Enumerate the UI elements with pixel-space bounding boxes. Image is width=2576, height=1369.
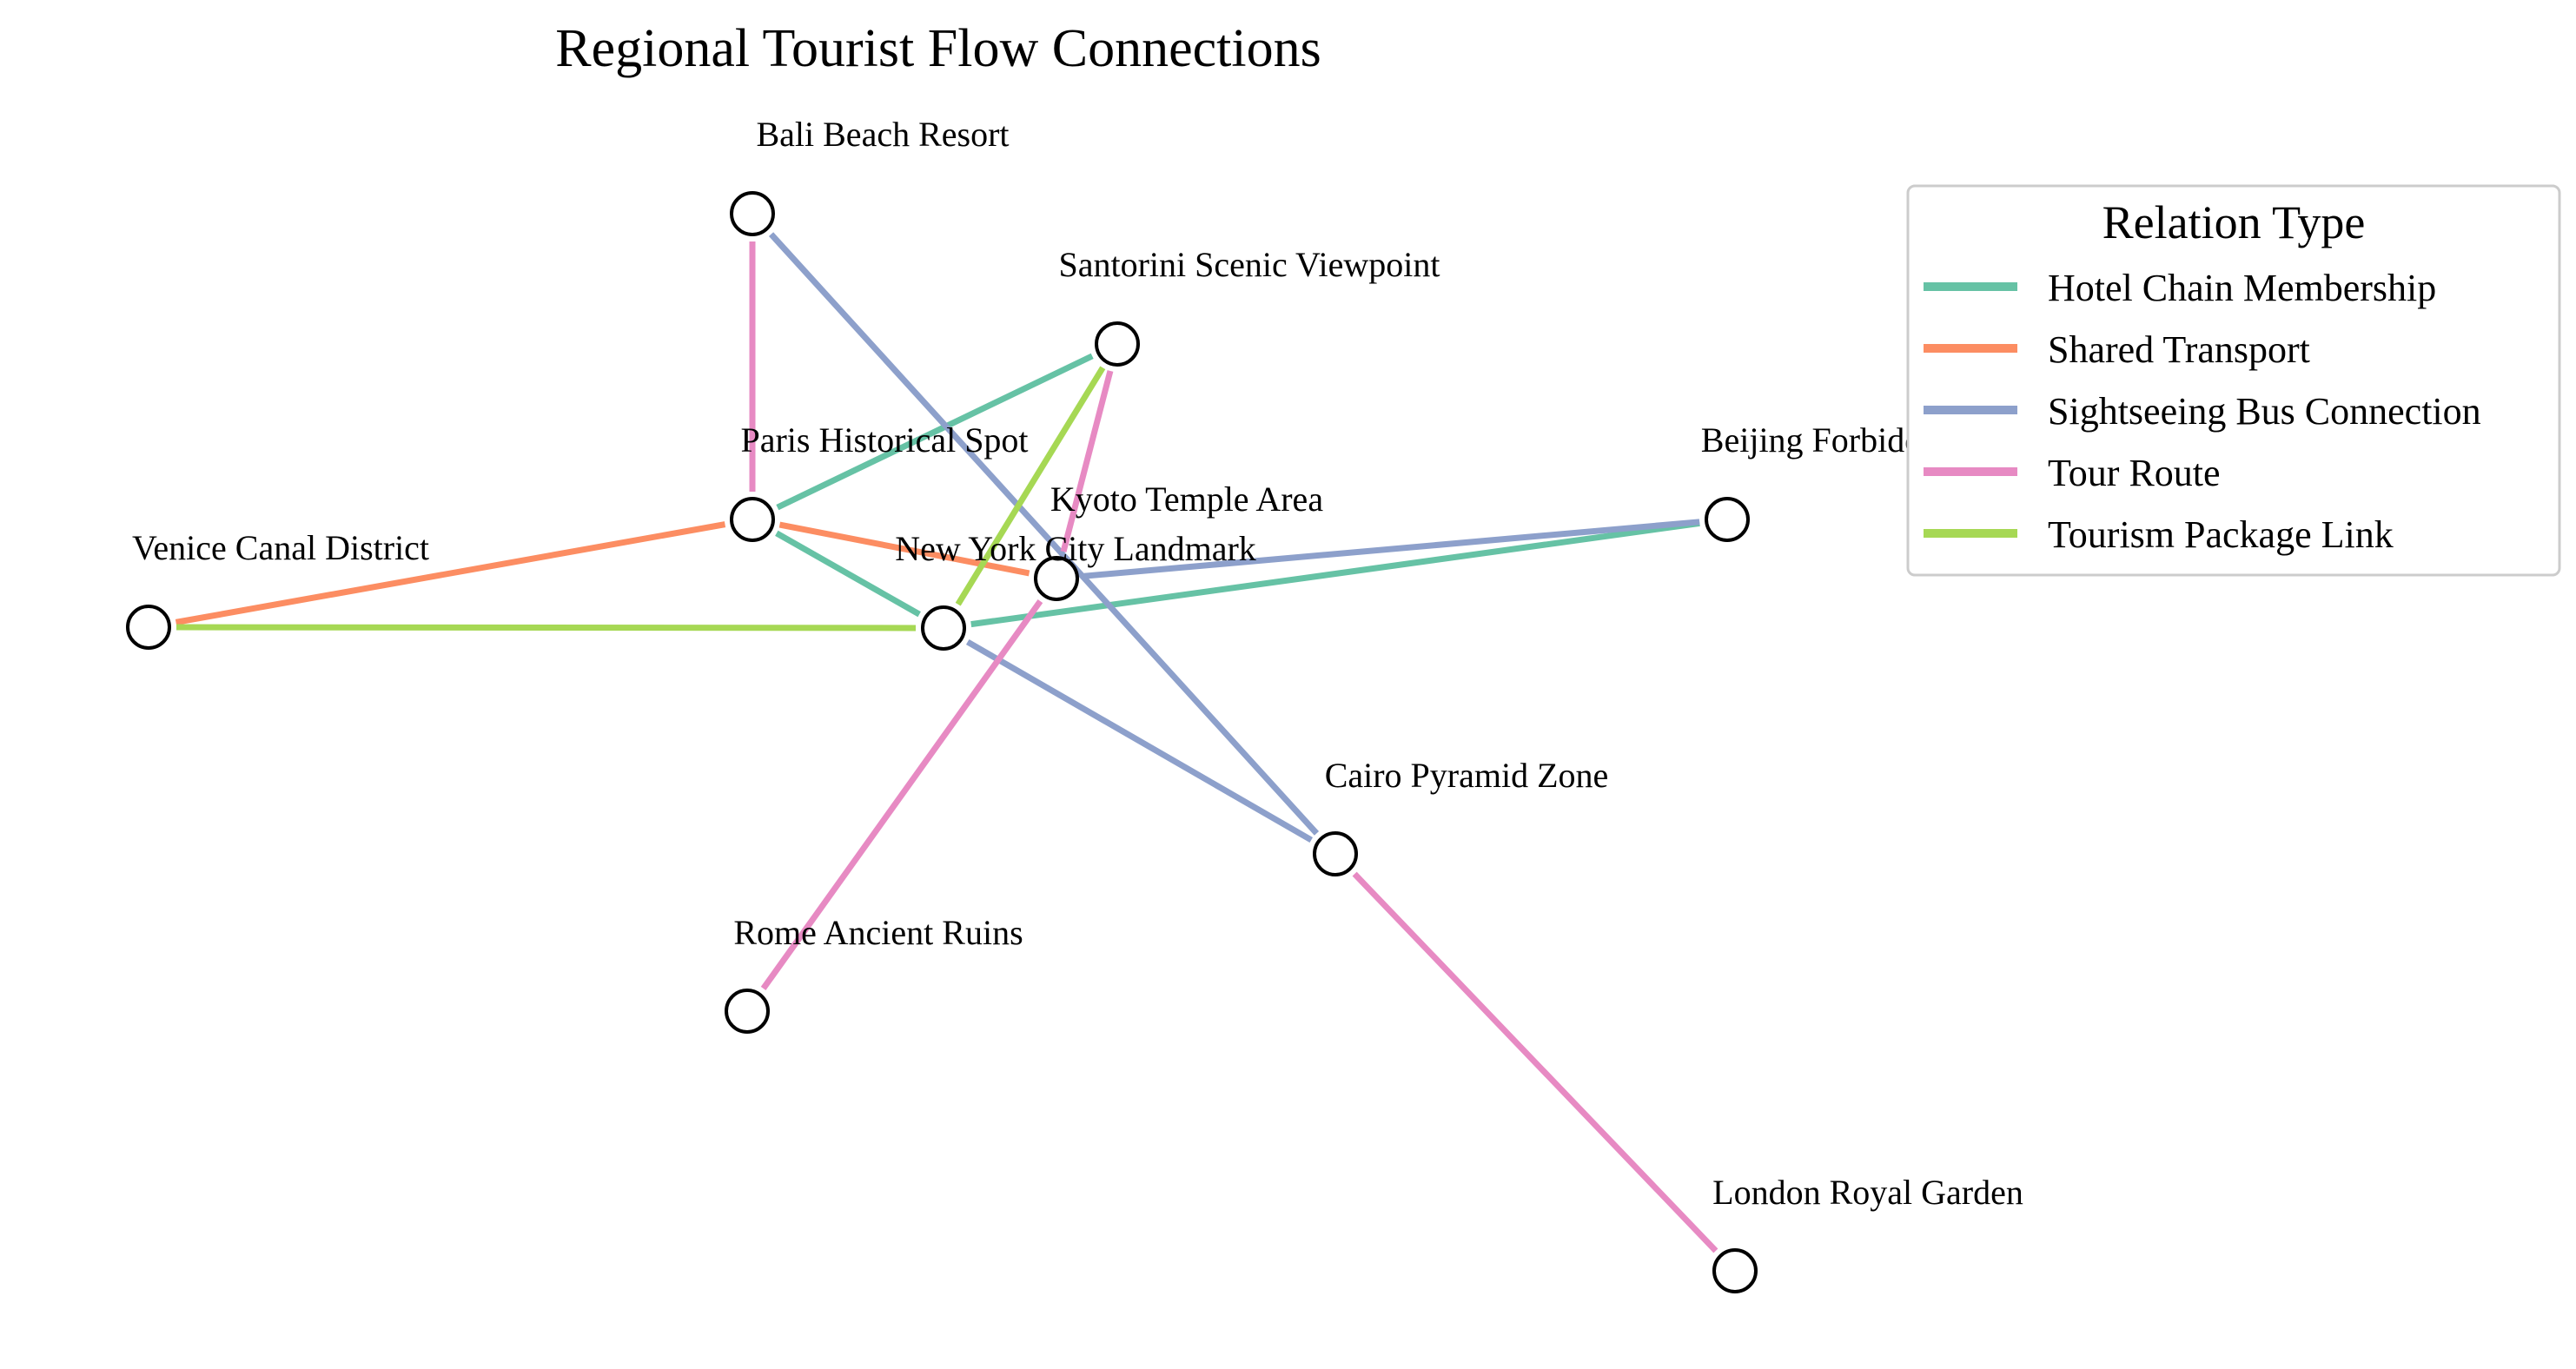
node-beijing[interactable] bbox=[1705, 497, 1750, 542]
edge-venice-nyc bbox=[175, 624, 917, 632]
edge-nyc-santorini bbox=[955, 366, 1106, 606]
node-label-rome: Rome Ancient Ruins bbox=[733, 913, 1023, 952]
node-paris[interactable] bbox=[730, 497, 775, 542]
node-label-santorini: Santorini Scenic Viewpoint bbox=[1058, 245, 1440, 284]
node-cairo[interactable] bbox=[1313, 831, 1358, 876]
node-label-venice: Venice Canal District bbox=[132, 528, 429, 567]
node-label-kyoto: Kyoto Temple Area bbox=[1050, 479, 1323, 519]
node-label-cairo: Cairo Pyramid Zone bbox=[1325, 756, 1609, 795]
nodes-layer bbox=[126, 191, 1758, 1293]
node-nyc[interactable] bbox=[921, 605, 966, 651]
edge-kyoto-rome bbox=[760, 599, 1043, 991]
edges-layer bbox=[175, 232, 1718, 1253]
legend-label-tour: Tour Route bbox=[2048, 452, 2221, 494]
edge-santorini-kyoto bbox=[1060, 370, 1114, 552]
node-label-bali: Bali Beach Resort bbox=[756, 115, 1009, 154]
node-london[interactable] bbox=[1712, 1248, 1758, 1293]
legend-items: Hotel Chain Membership Shared Transport Si… bbox=[1924, 267, 2481, 556]
chart-title: Regional Tourist Flow Connections bbox=[555, 19, 1321, 78]
edge-paris-nyc bbox=[775, 530, 921, 618]
legend-label-transport: Shared Transport bbox=[2048, 328, 2310, 371]
node-label-london: London Royal Garden bbox=[1712, 1173, 2023, 1212]
edge-cairo-london bbox=[1352, 871, 1718, 1253]
edge-bali-cairo bbox=[768, 232, 1320, 836]
legend-label-hotel: Hotel Chain Membership bbox=[2048, 267, 2436, 309]
edge-paris-kyoto bbox=[778, 521, 1030, 577]
legend-label-bus: Sightseeing Bus Connection bbox=[2048, 390, 2481, 433]
edge-nyc-cairo bbox=[965, 638, 1314, 843]
legend-label-package: Tourism Package Link bbox=[2048, 513, 2394, 556]
node-santorini[interactable] bbox=[1095, 321, 1140, 367]
edge-paris-santorini bbox=[776, 353, 1094, 511]
edge-nyc-beijing bbox=[970, 519, 1700, 628]
edge-venice-paris bbox=[175, 521, 726, 625]
node-venice[interactable] bbox=[126, 605, 171, 650]
edge-kyoto-beijing bbox=[1083, 519, 1700, 579]
node-kyoto[interactable] bbox=[1034, 556, 1079, 601]
legend-box bbox=[1906, 184, 2561, 577]
legend: Relation Type Hotel Chain Membership Shar… bbox=[1906, 184, 2561, 577]
node-label-paris: Paris Historical Spot bbox=[740, 420, 1028, 460]
node-bali[interactable] bbox=[730, 191, 775, 236]
legend-title: Relation Type bbox=[2103, 196, 2366, 248]
node-labels-layer: Bali Beach Resort Santorini Scenic Viewpo… bbox=[132, 115, 2023, 1212]
node-rome[interactable] bbox=[725, 989, 770, 1034]
node-label-nyc: New York City Landmark bbox=[895, 529, 1256, 568]
